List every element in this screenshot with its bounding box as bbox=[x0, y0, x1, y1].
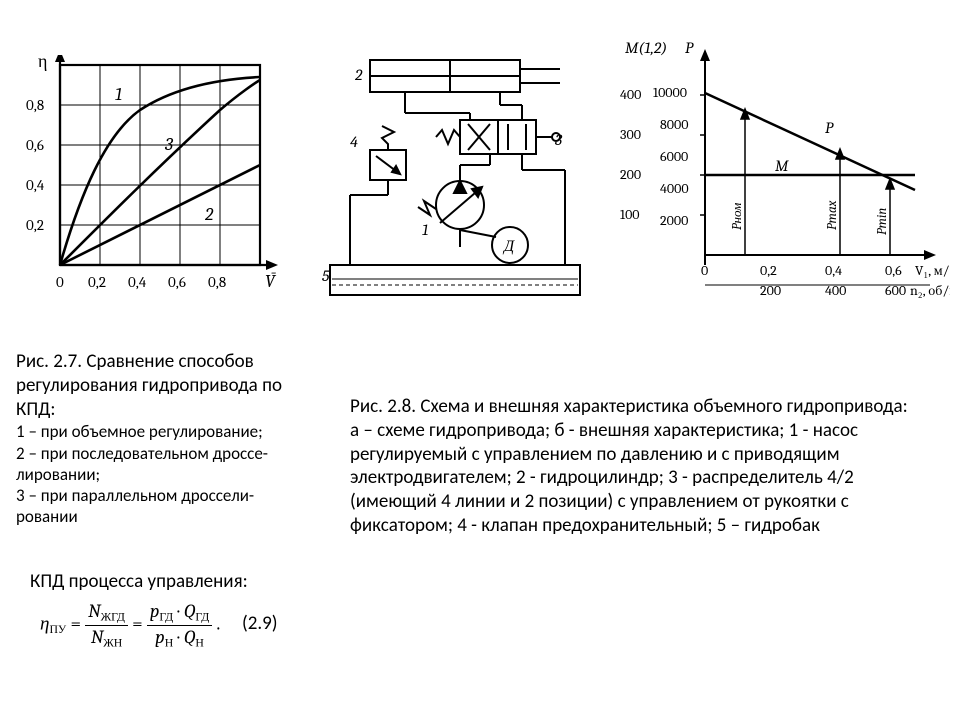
xtick-4: 0,8 bbox=[208, 273, 226, 291]
eq-n2b: Q bbox=[184, 600, 196, 622]
eq-n2b-sub: ГД bbox=[195, 610, 209, 624]
equation-2-9: ηПУ = NЖГД NЖН = pГД · QГД pН · QН . (2.… bbox=[40, 600, 278, 650]
eq-number: (2.9) bbox=[242, 612, 278, 635]
eq-d2a-sub: Н bbox=[165, 635, 174, 649]
vline-Pmax: Pmax bbox=[825, 200, 840, 230]
ltick-2: 300 bbox=[620, 126, 641, 143]
ytick-3: 0,8 bbox=[26, 96, 44, 114]
eq-n1a: N bbox=[88, 600, 100, 622]
xt-2: 0,4 bbox=[825, 262, 842, 279]
ytick-2: 0,6 bbox=[26, 136, 44, 154]
ytick-1: 0,4 bbox=[26, 176, 45, 194]
eq-d1a-sub: ЖН bbox=[103, 635, 122, 649]
eq-d1a: N bbox=[91, 626, 103, 648]
xt-3: 0,6 bbox=[885, 262, 902, 279]
eq-d2b: Q bbox=[184, 626, 196, 648]
eq-n1a-sub: ЖГД bbox=[101, 610, 125, 624]
caption-2-7-title: Рис. 2.7. Сравнение способов регулирован… bbox=[16, 350, 316, 421]
caption-2-8-title: Рис. 2.8. Схема и внешняя характеристика… bbox=[350, 395, 940, 419]
diag-label-3: 3 bbox=[554, 131, 563, 149]
eq-d2b-sub: Н bbox=[195, 635, 204, 649]
caption-2-7-l5: ровании bbox=[16, 506, 316, 527]
right-axis-label: P bbox=[685, 40, 694, 57]
diag-label-4: 4 bbox=[350, 133, 358, 151]
caption-2-7: Рис. 2.7. Сравнение способов регулирован… bbox=[16, 350, 316, 528]
rtick-1: 4000 bbox=[660, 180, 689, 197]
diag-label-1: 1 bbox=[422, 221, 428, 239]
ltick-3: 400 bbox=[620, 86, 641, 103]
curve-2-label: 2 bbox=[204, 204, 214, 225]
xt-1: 0,2 bbox=[760, 262, 777, 279]
ytick-0: 0,2 bbox=[26, 216, 44, 234]
chart-2-8: P M Pном Pmax Pmin M(1,2) P 100 200 300 … bbox=[610, 40, 950, 330]
rtick-4: 10000 bbox=[653, 84, 687, 101]
ltick-1: 200 bbox=[620, 166, 641, 183]
caption-2-7-l2: 2 – при последовательном дроссе- bbox=[16, 443, 316, 464]
caption-2-8-body: а – схеме гидропривода; б - внешняя хара… bbox=[350, 419, 940, 538]
equation-label: КПД процесса управления: bbox=[30, 570, 248, 594]
caption-2-8: Рис. 2.8. Схема и внешняя характеристика… bbox=[350, 395, 940, 538]
caption-2-7-l4: 3 – при параллельном дроссели- bbox=[16, 485, 316, 506]
x-unit-top: V₁, м/с bbox=[915, 262, 950, 279]
curve-3-label: 3 bbox=[164, 134, 174, 155]
page: 1 3 2 η V̄ 0,2 0,4 0,6 0,8 0 0,2 0,4 0,6… bbox=[0, 0, 960, 720]
left-axis-label: M(1,2) bbox=[625, 40, 667, 57]
diag-label-5: 5 bbox=[322, 267, 330, 285]
caption-2-7-l1: 1 – при объемное регулирование; bbox=[16, 421, 316, 442]
vline-Pmin: Pmin bbox=[875, 208, 890, 235]
diag-label-2: 2 bbox=[354, 66, 363, 84]
series-P: P bbox=[825, 119, 834, 137]
ltick-0: 100 bbox=[620, 206, 640, 223]
caption-2-7-l3: лировании; bbox=[16, 464, 316, 485]
xtick-0: 0 bbox=[56, 273, 64, 291]
eq-n2a-sub: ГД bbox=[159, 610, 173, 624]
xtick-3: 0,6 bbox=[168, 273, 186, 291]
rtick-2: 6000 bbox=[660, 148, 688, 165]
rtick-3: 8000 bbox=[660, 116, 689, 133]
diagram-2-8: 2 3 4 1 5 Д bbox=[310, 55, 600, 315]
xtick-1: 0,2 bbox=[88, 273, 106, 291]
xtick-2: 0,4 bbox=[128, 273, 147, 291]
series-M: M bbox=[775, 157, 789, 175]
chart-2-7: 1 3 2 η V̄ 0,2 0,4 0,6 0,8 0 0,2 0,4 0,6… bbox=[10, 55, 290, 315]
curve-1-label: 1 bbox=[115, 84, 122, 105]
y-axis-label: η bbox=[38, 55, 47, 72]
eq-n2a: p bbox=[150, 600, 160, 622]
rtick-0: 2000 bbox=[660, 212, 688, 229]
x-axis-label: V̄ bbox=[265, 271, 277, 292]
eq-d2a: p bbox=[155, 626, 165, 648]
eq-lhs-sub: ПУ bbox=[49, 622, 66, 636]
diag-label-D: Д bbox=[502, 237, 515, 255]
xt-0: 0 bbox=[701, 262, 708, 279]
vline-Pnom: Pном bbox=[730, 203, 745, 230]
